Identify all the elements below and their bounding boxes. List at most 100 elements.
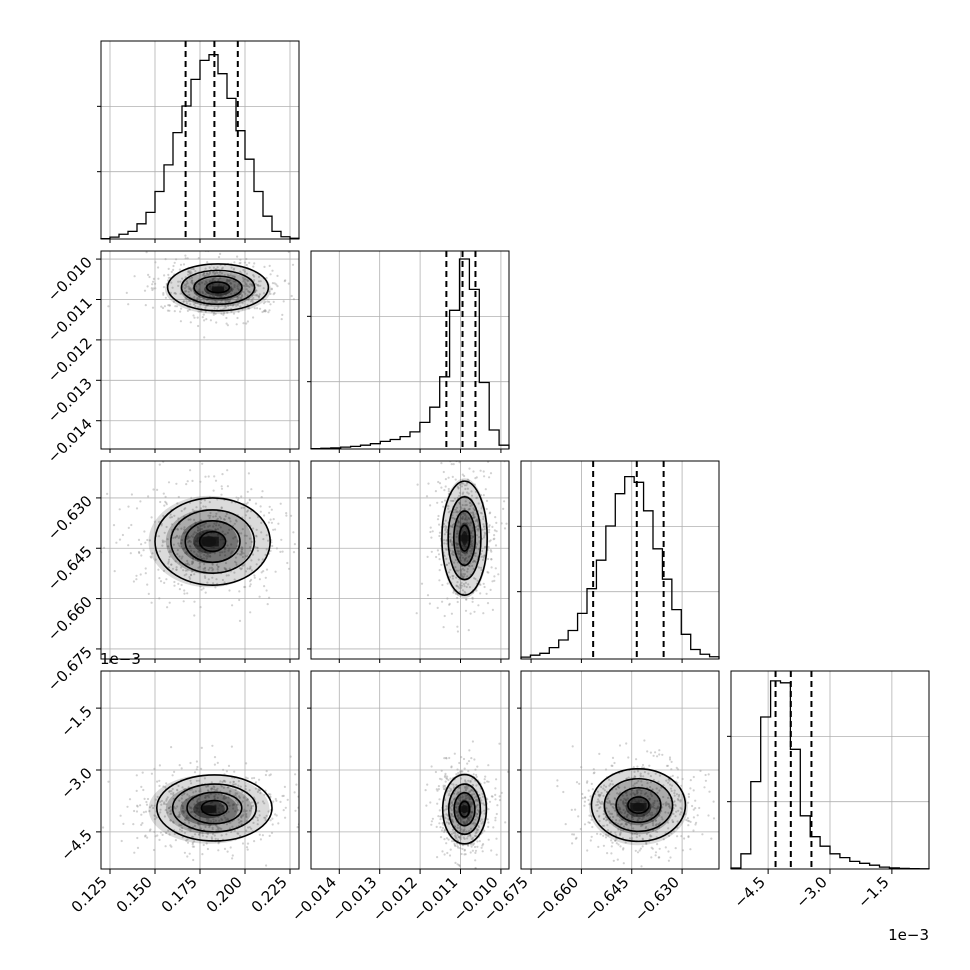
sample-point bbox=[161, 833, 164, 837]
sample-point bbox=[158, 463, 161, 466]
sample-point bbox=[189, 761, 192, 765]
sample-point bbox=[245, 272, 249, 275]
sample-point bbox=[437, 788, 440, 791]
sample-point bbox=[444, 772, 447, 776]
sample-point bbox=[217, 841, 220, 844]
sample-point bbox=[199, 524, 202, 528]
sample-point bbox=[468, 829, 471, 832]
sample-point bbox=[144, 834, 147, 837]
sample-point bbox=[646, 795, 649, 798]
sample-point bbox=[216, 787, 219, 790]
sample-point bbox=[197, 803, 201, 806]
sample-point bbox=[500, 522, 503, 525]
sample-point bbox=[608, 784, 611, 787]
sample-point bbox=[466, 570, 469, 573]
sample-point bbox=[652, 820, 655, 823]
sample-point bbox=[667, 796, 670, 800]
sample-point bbox=[203, 319, 206, 322]
sample-point bbox=[445, 563, 448, 566]
sample-point bbox=[452, 591, 455, 594]
sample-point bbox=[454, 844, 457, 848]
sample-point bbox=[248, 516, 251, 520]
sample-point bbox=[218, 804, 221, 807]
sample-point bbox=[665, 779, 668, 782]
sample-point bbox=[656, 810, 659, 813]
sample-point bbox=[224, 300, 227, 303]
sample-point bbox=[458, 835, 461, 839]
sample-point bbox=[220, 506, 223, 510]
sample-point bbox=[464, 518, 467, 521]
sample-point bbox=[170, 563, 173, 566]
sample-point bbox=[616, 785, 620, 789]
sample-point bbox=[255, 534, 258, 538]
sample-point bbox=[233, 578, 236, 581]
sample-point bbox=[447, 505, 450, 508]
sample-point bbox=[481, 528, 484, 531]
sample-point bbox=[152, 277, 155, 280]
sample-point bbox=[165, 798, 168, 801]
sample-point bbox=[246, 804, 250, 807]
sample-point bbox=[464, 545, 467, 548]
sample-point bbox=[216, 825, 219, 829]
sample-point bbox=[502, 507, 505, 510]
sample-point bbox=[456, 803, 460, 806]
sample-point bbox=[455, 773, 458, 776]
sample-point bbox=[459, 505, 462, 509]
sample-point bbox=[153, 520, 156, 523]
sample-point bbox=[454, 832, 457, 836]
sample-point bbox=[226, 850, 229, 853]
sample-point bbox=[217, 565, 220, 569]
sample-point bbox=[650, 794, 654, 798]
sample-point bbox=[196, 765, 199, 769]
sample-point bbox=[115, 541, 118, 544]
density-peak-block bbox=[212, 286, 224, 293]
sample-point bbox=[246, 555, 249, 558]
sample-point bbox=[641, 824, 644, 827]
sample-point bbox=[640, 865, 643, 868]
sample-point bbox=[687, 835, 690, 839]
sample-point bbox=[225, 287, 228, 290]
sample-point bbox=[268, 834, 271, 838]
sample-point bbox=[221, 578, 224, 582]
sample-point bbox=[221, 473, 224, 476]
sample-point bbox=[212, 489, 215, 492]
sample-point bbox=[154, 282, 157, 285]
sample-point bbox=[660, 786, 663, 789]
sample-point bbox=[177, 517, 180, 520]
sample-point bbox=[674, 804, 677, 808]
sample-point bbox=[240, 550, 243, 554]
sample-point bbox=[470, 539, 473, 542]
sample-point bbox=[617, 843, 620, 846]
sample-point bbox=[458, 799, 461, 802]
sample-point bbox=[217, 256, 221, 259]
sample-point bbox=[273, 282, 276, 285]
sample-point bbox=[675, 810, 678, 813]
sample-point bbox=[420, 582, 424, 585]
sample-point bbox=[465, 797, 468, 800]
sample-point bbox=[640, 799, 643, 802]
sample-point bbox=[643, 800, 646, 803]
sample-point bbox=[462, 583, 466, 586]
sample-point bbox=[602, 787, 605, 790]
sample-point bbox=[448, 756, 451, 760]
sample-point bbox=[271, 817, 274, 820]
sample-point bbox=[176, 527, 179, 531]
sample-point bbox=[235, 299, 238, 302]
sample-point bbox=[460, 756, 463, 759]
sample-point bbox=[477, 502, 480, 505]
sample-point bbox=[220, 272, 223, 275]
sample-point bbox=[571, 842, 574, 845]
sample-point bbox=[462, 836, 465, 839]
sample-point bbox=[621, 801, 625, 804]
sample-point bbox=[245, 288, 248, 291]
sample-point bbox=[206, 581, 209, 584]
sample-point bbox=[188, 300, 192, 303]
sample-point bbox=[146, 538, 149, 542]
sample-point bbox=[202, 843, 205, 847]
sample-point bbox=[191, 557, 195, 560]
sample-point bbox=[220, 493, 223, 496]
sample-point bbox=[498, 799, 502, 802]
sample-point bbox=[206, 298, 209, 301]
sample-point bbox=[240, 546, 243, 549]
sample-point bbox=[154, 835, 157, 838]
